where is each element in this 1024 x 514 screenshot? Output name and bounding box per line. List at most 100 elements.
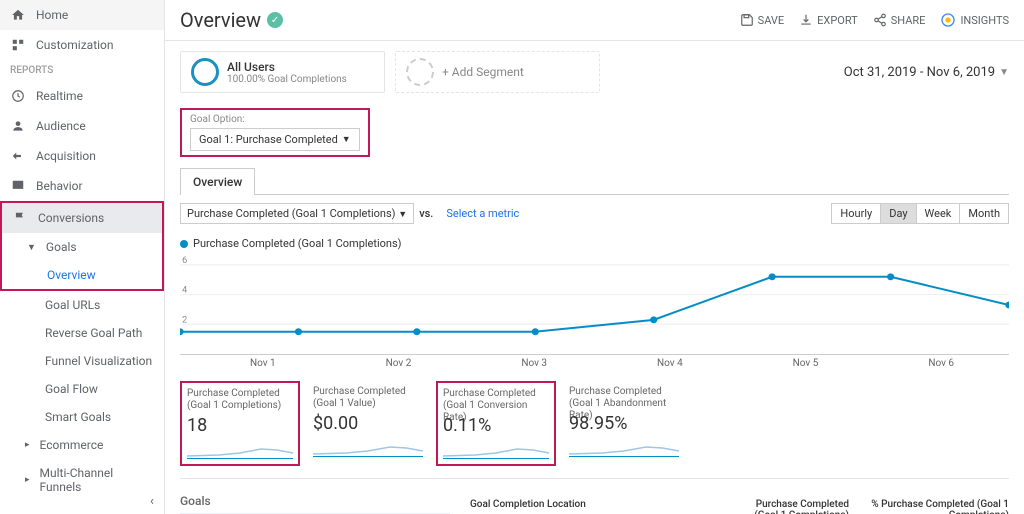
metric-card[interactable]: Purchase Completed (Goal 1 Completions) … [180, 381, 300, 466]
save-icon [740, 13, 754, 27]
legend-dot [180, 240, 188, 248]
nav-goals-label: Goals [46, 240, 77, 254]
metric-value: 98.95% [569, 413, 679, 434]
chevron-down-icon: ▼ [999, 67, 1009, 78]
nav-goal-flow[interactable]: Goal Flow [0, 375, 164, 403]
sidebar-collapse-button[interactable]: ‹ [150, 494, 154, 509]
nav-audience-label: Audience [36, 119, 86, 133]
col-completed-header: Purchase Completed (Goal 1 Completions) [749, 499, 849, 514]
time-day[interactable]: Day [881, 204, 916, 223]
svg-text:4: 4 [182, 286, 187, 296]
metric-value: $0.00 [313, 413, 423, 434]
nav-acquisition[interactable]: Acquisition [0, 141, 164, 171]
add-segment-icon [406, 58, 434, 86]
segment-circle-icon [191, 58, 219, 86]
col-location-header: Goal Completion Location [470, 499, 749, 514]
nav-smart-goals[interactable]: Smart Goals [0, 403, 164, 431]
save-button[interactable]: SAVE [740, 13, 785, 27]
sparkline [313, 437, 423, 457]
nav-conversions[interactable]: Conversions [2, 203, 162, 233]
share-button[interactable]: SHARE [873, 13, 926, 27]
col-pct-header: % Purchase Completed (Goal 1 Completions… [849, 499, 1009, 514]
nav-home-label: Home [36, 8, 68, 22]
nav-behavior[interactable]: Behavior [0, 171, 164, 201]
nav-audience[interactable]: Audience [0, 111, 164, 141]
chart-svg: 642 [180, 255, 1009, 354]
nav-goals-overview-label: Overview [47, 268, 96, 282]
page-header: Overview✓ SAVE EXPORT SHARE INSIGHTS [165, 0, 1024, 41]
chart-legend: Purchase Completed (Goal 1 Completions) [180, 232, 1009, 255]
clock-icon [10, 88, 26, 104]
nav-acquisition-label: Acquisition [36, 149, 96, 163]
page-title: Overview✓ [180, 8, 283, 32]
nav-customization[interactable]: Customization [0, 30, 164, 60]
nav-behavior-label: Behavior [36, 179, 83, 193]
goals-heading: Goals [180, 494, 450, 508]
nav-reverse-goal[interactable]: Reverse Goal Path [0, 319, 164, 347]
svg-text:2: 2 [182, 315, 187, 325]
metric-label: Purchase Completed (Goal 1 Completions) [187, 388, 293, 412]
home-icon [10, 7, 26, 23]
metric-selector[interactable]: Purchase Completed (Goal 1 Completions) … [180, 203, 414, 224]
tabs: Overview [180, 167, 1009, 195]
behavior-icon [10, 178, 26, 194]
nav-realtime-label: Realtime [36, 89, 83, 103]
metric-card[interactable]: Purchase Completed (Goal 1 Value) $0.00 [308, 381, 428, 466]
conversions-highlight-box: Conversions ▼ Goals Overview [0, 201, 164, 291]
customization-icon [10, 37, 26, 53]
metric-value: 0.11% [443, 415, 549, 436]
main-content: Overview✓ SAVE EXPORT SHARE INSIGHTS All… [165, 0, 1024, 514]
nav-goals-overview[interactable]: Overview [2, 261, 162, 289]
nav-home[interactable]: Home [0, 0, 164, 30]
sparkline [443, 439, 549, 459]
person-icon [10, 118, 26, 134]
metric-label: Purchase Completed (Goal 1 Value) [313, 386, 423, 410]
chevron-down-icon: ▼ [342, 134, 351, 145]
time-hourly[interactable]: Hourly [832, 204, 881, 223]
nav-customization-label: Customization [36, 38, 114, 52]
nav-funnel[interactable]: Funnel Visualization [0, 347, 164, 375]
sparkline [569, 437, 679, 457]
metric-value: 18 [187, 415, 293, 436]
export-button[interactable]: EXPORT [799, 13, 858, 27]
nav-goals[interactable]: ▼ Goals [2, 233, 162, 261]
goal-option-select[interactable]: Goal 1: Purchase Completed ▼ [190, 128, 360, 151]
legend-label: Purchase Completed (Goal 1 Completions) [193, 237, 402, 250]
reports-section-label: REPORTS [0, 60, 164, 81]
segment-subtitle: 100.00% Goal Completions [227, 74, 347, 85]
goal-option-label: Goal Option: [190, 114, 360, 125]
nav-ecommerce[interactable]: ▸Ecommerce [0, 431, 164, 459]
time-month[interactable]: Month [960, 204, 1008, 223]
time-week[interactable]: Week [917, 204, 961, 223]
goal-option-highlight: Goal Option: Goal 1: Purchase Completed … [180, 108, 370, 157]
flag-icon [12, 210, 28, 226]
metric-card[interactable]: Purchase Completed (Goal 1 Abandonment R… [564, 381, 684, 466]
add-segment-label: + Add Segment [442, 65, 524, 79]
vs-label: vs. [419, 207, 433, 220]
segment-title: All Users [227, 60, 347, 74]
add-segment-button[interactable]: + Add Segment [395, 51, 600, 93]
acquisition-icon [10, 148, 26, 164]
x-label: Nov 4 [602, 358, 738, 369]
tab-overview[interactable]: Overview [180, 168, 255, 195]
insights-button[interactable]: INSIGHTS [940, 12, 1009, 28]
metric-card[interactable]: Purchase Completed (Goal 1 Conversion Ra… [436, 381, 556, 466]
date-range-picker[interactable]: Oct 31, 2019 - Nov 6, 2019 ▼ [844, 65, 1009, 80]
nav-conversions-label: Conversions [38, 211, 104, 225]
chart-x-labels: Nov 1Nov 2Nov 3Nov 4Nov 5Nov 6 [180, 355, 1009, 369]
nav-realtime[interactable]: Realtime [0, 81, 164, 111]
x-label: Nov 1 [195, 358, 331, 369]
insights-icon [940, 12, 956, 28]
line-chart: 642 [180, 255, 1009, 355]
select-metric-link[interactable]: Select a metric [446, 207, 519, 220]
nav-goal-urls[interactable]: Goal URLs [0, 291, 164, 319]
x-label: Nov 5 [738, 358, 874, 369]
metric-label: Purchase Completed (Goal 1 Abandonment R… [569, 386, 679, 410]
segment-all-users[interactable]: All Users 100.00% Goal Completions [180, 51, 385, 93]
nav-multichannel[interactable]: ▸Multi-Channel Funnels [0, 459, 164, 501]
metric-label: Purchase Completed (Goal 1 Conversion Ra… [443, 388, 549, 412]
goals-table-header: Goal Completion Location Purchase Comple… [470, 494, 1009, 514]
x-label: Nov 6 [873, 358, 1009, 369]
x-label: Nov 2 [331, 358, 467, 369]
metrics-row: Purchase Completed (Goal 1 Completions) … [180, 369, 1009, 479]
